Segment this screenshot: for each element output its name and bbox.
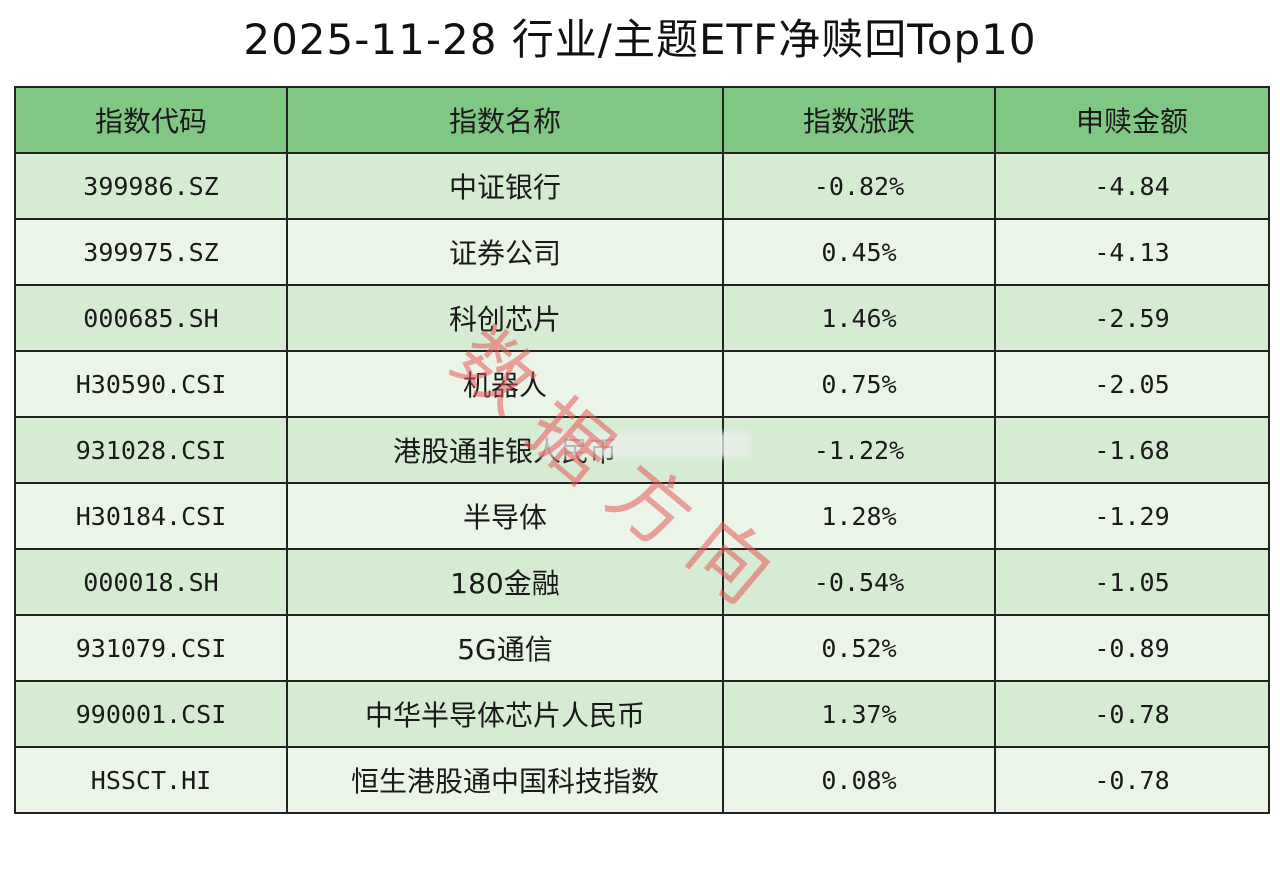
table-row: H30184.CSI 半导体 1.28% -1.29 [14,482,1270,550]
cell-index-change: 0.75% [722,350,996,418]
cell-index-name: 港股通非银人民币 [286,416,724,484]
cell-index-code: HSSCT.HI [14,746,288,814]
header-index-code: 指数代码 [14,86,288,154]
header-index-name: 指数名称 [286,86,724,154]
cell-index-change: 1.28% [722,482,996,550]
header-redemption-amount: 申赎金额 [994,86,1270,154]
cell-redemption-amount: -2.05 [994,350,1270,418]
cell-index-change: 0.08% [722,746,996,814]
cell-index-name: 中证银行 [286,152,724,220]
cell-redemption-amount: -1.29 [994,482,1270,550]
cell-index-change: -1.22% [722,416,996,484]
cell-redemption-amount: -1.05 [994,548,1270,616]
table-row: HSSCT.HI 恒生港股通中国科技指数 0.08% -0.78 [14,746,1270,814]
cell-index-code: 000685.SH [14,284,288,352]
cell-index-name: 5G通信 [286,614,724,682]
cell-index-change: -0.54% [722,548,996,616]
table-row: H30590.CSI 机器人 0.75% -2.05 [14,350,1270,418]
cell-index-change: 1.37% [722,680,996,748]
cell-index-code: H30590.CSI [14,350,288,418]
cell-index-code: H30184.CSI [14,482,288,550]
cell-redemption-amount: -0.78 [994,746,1270,814]
cell-redemption-amount: -0.78 [994,680,1270,748]
cell-redemption-amount: -4.84 [994,152,1270,220]
cell-index-code: 000018.SH [14,548,288,616]
table-row: 931028.CSI 港股通非银人民币 -1.22% -1.68 [14,416,1270,484]
cell-redemption-amount: -1.68 [994,416,1270,484]
cell-index-code: 931079.CSI [14,614,288,682]
etf-redemption-table: 指数代码 指数名称 指数涨跌 申赎金额 399986.SZ 中证银行 -0.82… [14,86,1270,814]
cell-index-code: 399975.SZ [14,218,288,286]
cell-redemption-amount: -0.89 [994,614,1270,682]
cell-index-code: 399986.SZ [14,152,288,220]
cell-index-code: 931028.CSI [14,416,288,484]
table-row: 990001.CSI 中华半导体芯片人民币 1.37% -0.78 [14,680,1270,748]
table-header-row: 指数代码 指数名称 指数涨跌 申赎金额 [14,86,1270,154]
cell-index-name: 机器人 [286,350,724,418]
cell-index-name: 半导体 [286,482,724,550]
cell-index-name: 科创芯片 [286,284,724,352]
table-row: 399986.SZ 中证银行 -0.82% -4.84 [14,152,1270,220]
cell-index-change: 0.45% [722,218,996,286]
cell-index-code: 990001.CSI [14,680,288,748]
cell-index-name: 180金融 [286,548,724,616]
table-row: 931079.CSI 5G通信 0.52% -0.89 [14,614,1270,682]
cell-index-name: 恒生港股通中国科技指数 [286,746,724,814]
cell-redemption-amount: -4.13 [994,218,1270,286]
cell-index-name: 证券公司 [286,218,724,286]
cell-index-change: 0.52% [722,614,996,682]
table-row: 000685.SH 科创芯片 1.46% -2.59 [14,284,1270,352]
cell-index-name: 中华半导体芯片人民币 [286,680,724,748]
cell-redemption-amount: -2.59 [994,284,1270,352]
header-index-change: 指数涨跌 [722,86,996,154]
cell-index-change: 1.46% [722,284,996,352]
table-row: 399975.SZ 证券公司 0.45% -4.13 [14,218,1270,286]
page-title: 2025-11-28 行业/主题ETF净赎回Top10 [243,15,1037,64]
cell-index-change: -0.82% [722,152,996,220]
table-row: 000018.SH 180金融 -0.54% -1.05 [14,548,1270,616]
